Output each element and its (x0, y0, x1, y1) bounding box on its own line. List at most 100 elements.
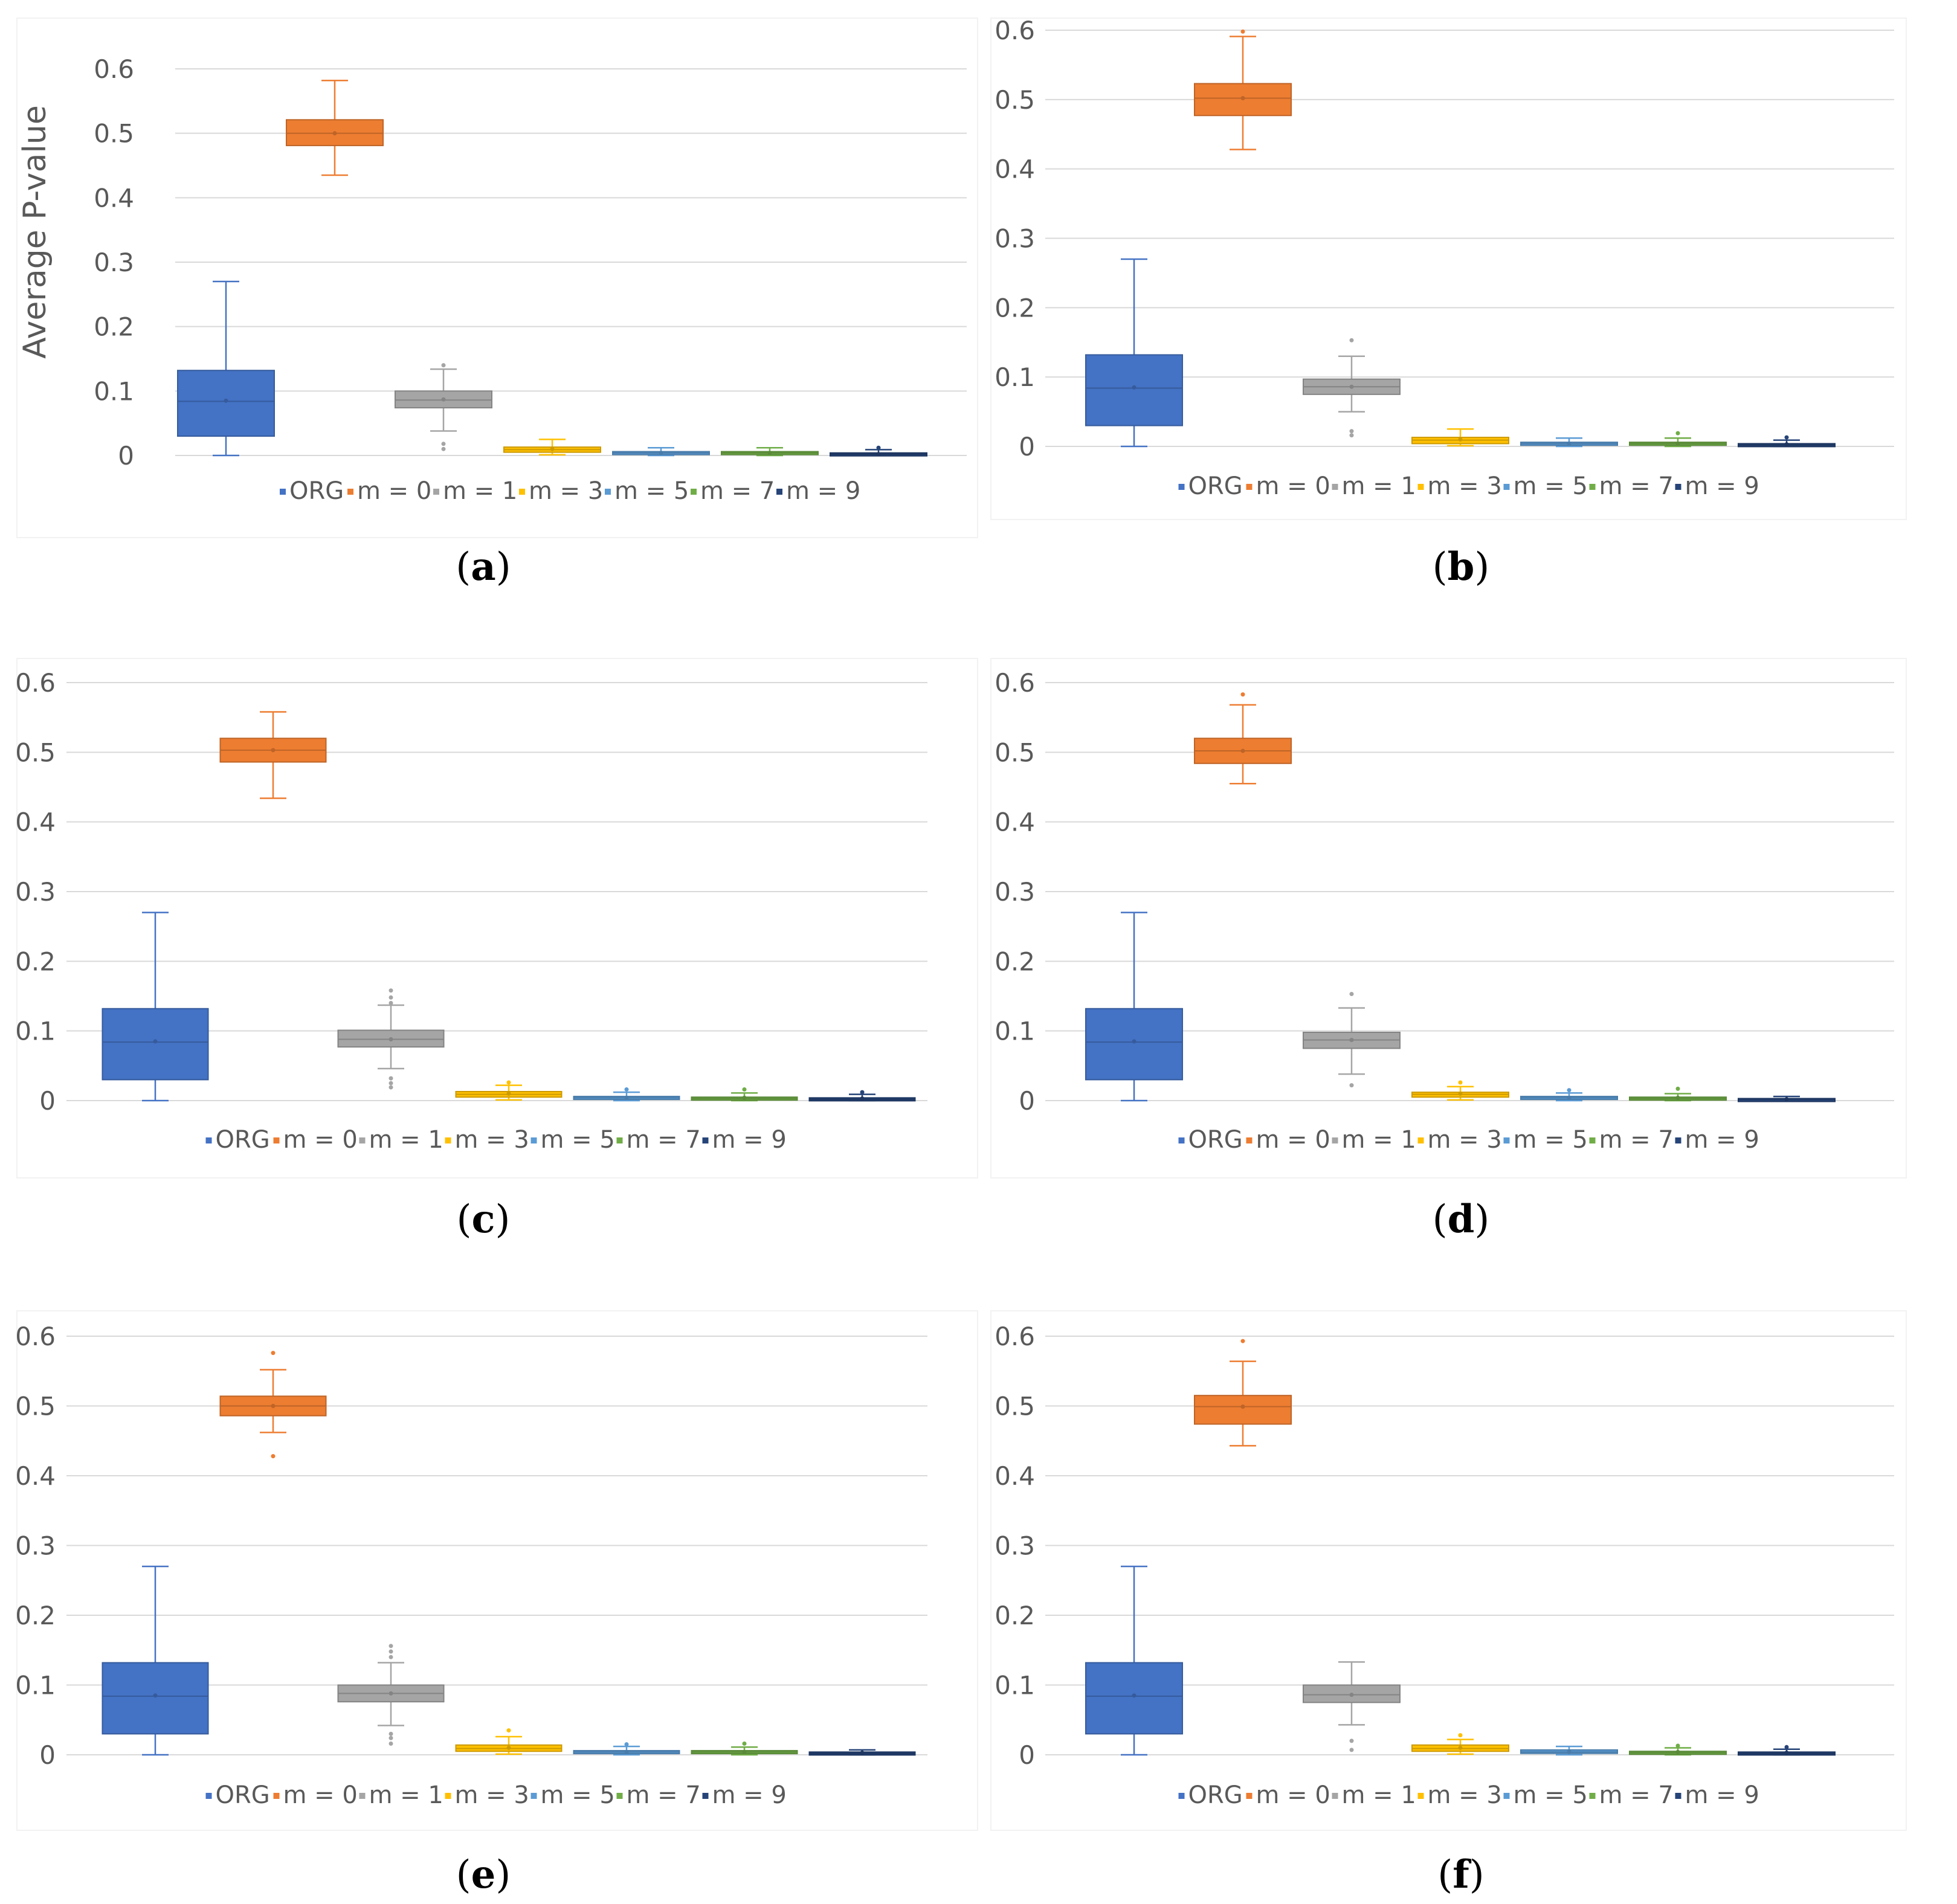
legend-entry: m = 9 (1685, 1781, 1759, 1809)
outlier-point (388, 988, 393, 993)
y-tick-label: 0.4 (15, 808, 56, 837)
legend-swatch (359, 1137, 366, 1143)
y-tick-label: 0.5 (995, 1392, 1035, 1421)
legend-swatch (1675, 484, 1681, 490)
mean-marker (1567, 1095, 1572, 1100)
outlier-point (1349, 1738, 1354, 1743)
box-m-9 (808, 1090, 916, 1102)
box-m-5 (1520, 437, 1618, 448)
outlier-point (388, 1655, 393, 1659)
box-body (1085, 354, 1183, 426)
box-body (102, 1662, 209, 1735)
y-tick-label: 0 (1019, 432, 1035, 462)
legend-swatch (1503, 1137, 1510, 1143)
mean-marker (659, 451, 663, 455)
legend-entry: m = 0 (1256, 472, 1330, 500)
box-m-7 (721, 446, 819, 457)
y-tick-label: 0.5 (995, 738, 1035, 767)
legend-entry: m = 7 (1599, 1781, 1674, 1809)
mean-marker (271, 748, 276, 753)
legend-entry: m = 3 (1428, 1781, 1502, 1809)
legend-entry: m = 9 (1685, 472, 1759, 500)
legend-swatch (273, 1137, 280, 1143)
legend-entry: ORG (1188, 472, 1243, 500)
legend-swatch (280, 489, 286, 495)
box-m-0 (1194, 692, 1292, 785)
y-tick-label: 0.1 (995, 362, 1035, 392)
legend-swatch (1332, 1137, 1338, 1143)
y-tick-label: 0.1 (15, 1017, 56, 1046)
legend-swatch (1417, 1793, 1424, 1799)
box-body (1194, 1395, 1292, 1425)
legend-swatch (1178, 1137, 1185, 1143)
mean-marker (1675, 1095, 1680, 1100)
legend-swatch (530, 1137, 537, 1143)
mean-marker (742, 1749, 747, 1754)
legend: ORG m = 0 m = 1 m = 3 m = 5 m = 7 m = 9 (1178, 472, 1759, 500)
mean-marker (1240, 96, 1245, 101)
y-tick-label: 0.1 (995, 1671, 1035, 1700)
y-tick-label: 0.4 (995, 808, 1035, 837)
y-tick-label: 0.2 (15, 947, 56, 976)
outlier-point (388, 1735, 393, 1740)
outlier-point (624, 1742, 629, 1747)
box-m-1 (1303, 1661, 1401, 1752)
legend-swatch (1246, 1137, 1253, 1143)
y-tick-label: 0.5 (94, 119, 134, 149)
legend-entry: m = 9 (712, 1781, 787, 1809)
legend-swatch (1589, 1137, 1596, 1143)
caption-paren-open: ( (457, 1197, 472, 1242)
box-m-3 (1411, 428, 1509, 447)
box-body (1085, 1662, 1183, 1735)
legend-entry: m = 9 (786, 477, 860, 505)
outlier-point (860, 1090, 865, 1095)
outlier-point (388, 1085, 393, 1090)
caption-letter: b (1448, 544, 1475, 590)
y-tick-label: 0 (39, 1086, 56, 1116)
legend-swatch (1332, 484, 1338, 490)
y-tick-label: 0.4 (94, 183, 134, 213)
legend-entry: m = 7 (1599, 472, 1674, 500)
legend-entry: m = 7 (700, 477, 775, 505)
y-tick-label: 0.3 (94, 248, 134, 277)
outlier-point (271, 1351, 276, 1356)
outlier-point (1675, 1086, 1680, 1091)
box-ORG (1085, 258, 1183, 448)
box-m-0 (286, 79, 384, 176)
box-m-5 (573, 1087, 680, 1102)
legend-swatch (1246, 484, 1253, 490)
legend-entry: m = 3 (1428, 1126, 1502, 1154)
mean-marker (1132, 1693, 1136, 1698)
legend-entry: m = 3 (1428, 472, 1502, 500)
box-m-0 (219, 1351, 327, 1459)
mean-marker (1240, 1404, 1245, 1409)
caption-letter: c (472, 1197, 495, 1242)
panel-caption: (a) (456, 544, 511, 590)
outlier-point (1240, 29, 1245, 34)
legend-entry: m = 0 (1256, 1126, 1330, 1154)
y-tick-label: 0.3 (15, 877, 56, 907)
outlier-point (1675, 431, 1680, 436)
mean-marker (624, 1749, 629, 1754)
box-m-1 (1303, 992, 1401, 1088)
legend-swatch (445, 1137, 451, 1143)
box-m-3 (1411, 1733, 1509, 1755)
legend: ORG m = 0 m = 1 m = 3 m = 5 m = 7 m = 9 (1178, 1126, 1759, 1154)
outlier-point (388, 1644, 393, 1648)
outlier-point (388, 1731, 393, 1736)
panel-caption: (b) (1433, 544, 1490, 590)
legend-swatch (347, 489, 353, 495)
legend-swatch (1503, 484, 1510, 490)
chart-panel-c: 0 0.1 0.2 0.3 0.4 0.5 0.6 ORG m = 0 m = 1 m = 3 m =… (15, 658, 978, 1242)
y-tick-label: 0.2 (15, 1601, 56, 1630)
box-m-7 (1629, 1086, 1727, 1102)
legend-entry: m = 0 (283, 1781, 358, 1809)
box-m-3 (1411, 1080, 1509, 1101)
y-tick-label: 0.4 (995, 155, 1035, 184)
box-ORG (177, 280, 275, 457)
legend-swatch (1675, 1137, 1681, 1143)
outlier-point (441, 363, 446, 368)
mean-marker (441, 397, 446, 402)
legend-swatch (205, 1793, 212, 1799)
mean-marker (271, 1404, 276, 1408)
